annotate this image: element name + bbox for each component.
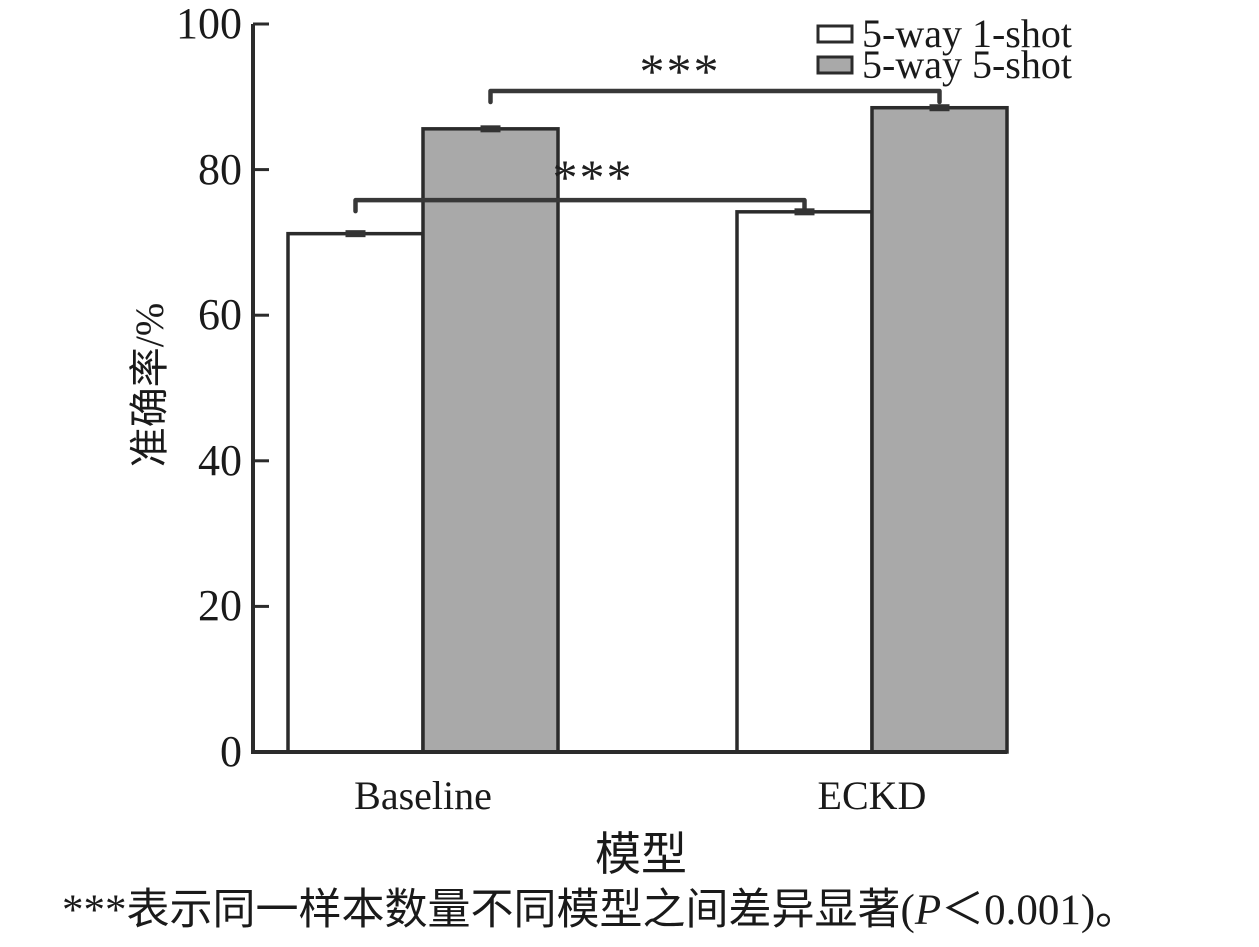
y-axis-title: 准确率/% <box>127 302 172 468</box>
caption-p-symbol: P <box>914 887 942 934</box>
significance-bracket-5-way-1-shot <box>353 197 807 214</box>
caption-suffix: ＜0.001)。 <box>941 887 1139 934</box>
error-bar-eckd-5-way-1-shot <box>794 208 815 216</box>
error-bar-baseline-5-way-5-shot <box>480 125 501 133</box>
y-tick-label-60: 60 <box>198 290 242 339</box>
figure-caption: ***表示同一样本数量不同模型之间差异显著(P＜0.001)。 <box>62 886 1138 935</box>
error-bar-baseline-5-way-1-shot <box>345 230 366 238</box>
significance-stars-1shot: *** <box>552 149 634 205</box>
bar-eckd-5-way-1-shot <box>735 210 874 754</box>
error-bar-eckd-5-way-5-shot <box>929 104 950 112</box>
y-tick-label-20: 20 <box>198 581 242 630</box>
bar-baseline-5-way-1-shot <box>286 231 425 754</box>
legend-label-5way-1shot: 5-way 1-shot <box>862 11 1072 56</box>
legend-swatch-5-way-5-shot <box>816 55 854 75</box>
x-axis-title: 模型 <box>595 829 687 880</box>
axes <box>251 24 1007 754</box>
bar-baseline-5-way-5-shot <box>421 127 560 754</box>
y-tick-label-40: 40 <box>198 436 242 485</box>
y-tick-label-80: 80 <box>198 145 242 194</box>
caption-prefix: ***表示同一样本数量不同模型之间差异显著( <box>62 887 915 934</box>
bar-eckd-5-way-5-shot <box>870 105 1009 754</box>
legend-swatch-5-way-1-shot <box>816 24 854 44</box>
significance-bracket-5-way-5-shot <box>488 88 942 105</box>
category-label-baseline: Baseline <box>354 773 492 818</box>
y-tick-label-100: 100 <box>176 0 242 48</box>
legend-label-5way-5shot: 5-way 5-shot <box>862 42 1072 87</box>
significance-stars-5shot: *** <box>639 43 721 99</box>
y-tick-label-0: 0 <box>220 727 242 776</box>
category-label-eckd: ECKD <box>817 773 927 818</box>
